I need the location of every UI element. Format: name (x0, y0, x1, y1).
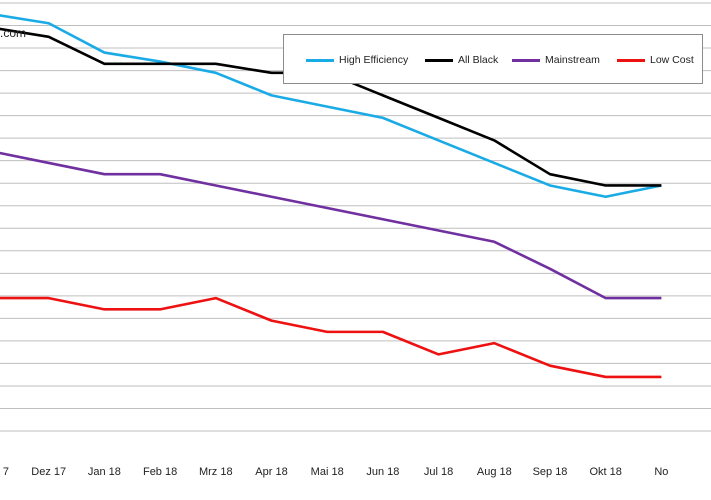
x-tick-label: 7 (3, 466, 9, 478)
series-line-low-cost (0, 296, 662, 379)
legend-label-low-cost: Low Cost (650, 54, 694, 66)
x-tick-label: Jan 18 (88, 466, 121, 478)
x-tick-label: Aug 18 (477, 466, 512, 478)
legend-label-all-black: All Black (458, 54, 499, 66)
legend-label-mainstream: Mainstream (545, 54, 600, 66)
x-tick-label: Jun 18 (366, 466, 399, 478)
legend-swatch-high-efficiency (306, 58, 334, 62)
chart-legend: High Efficiency All Black Mainstream Low… (283, 34, 703, 84)
x-tick-label: Mai 18 (311, 466, 344, 478)
legend-item-low-cost: Low Cost (617, 53, 694, 67)
legend-label-high-efficiency: High Efficiency (339, 54, 409, 66)
x-tick-label: Feb 18 (143, 466, 177, 478)
x-axis-tick-labels: 7 Dez 17 Jan 18 Feb 18 Mrz 18 Apr 18 Mai 18 Jun… (3, 466, 669, 478)
watermark-text: .com (0, 26, 27, 40)
x-tick-label: Mrz 18 (199, 466, 233, 478)
x-tick-label: Okt 18 (589, 466, 621, 478)
legend-swatch-all-black (425, 58, 453, 62)
x-tick-label: Apr 18 (255, 466, 287, 478)
x-tick-label: Jul 18 (424, 466, 453, 478)
x-tick-label: No (654, 466, 668, 478)
legend-item-high-efficiency: High Efficiency (306, 53, 408, 67)
legend-swatch-mainstream (512, 58, 540, 62)
x-tick-label: Dez 17 (31, 466, 66, 478)
series-line-mainstream (0, 151, 662, 300)
legend-item-mainstream: Mainstream (512, 53, 600, 67)
series-line-high-efficiency (0, 14, 662, 199)
legend-swatch-low-cost (617, 58, 645, 62)
x-tick-label: Sep 18 (533, 466, 568, 478)
legend-item-all-black: All Black (425, 53, 498, 67)
